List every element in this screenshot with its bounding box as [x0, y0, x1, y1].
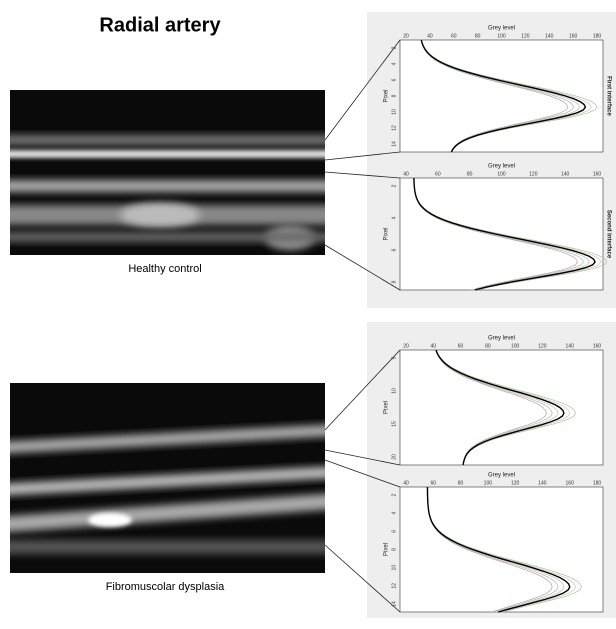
y-tick-label: 12 — [391, 583, 397, 589]
y-tick-label: 10 — [391, 388, 397, 394]
x-tick-label: 140 — [538, 480, 547, 486]
x-tick-label: 80 — [485, 343, 491, 349]
x-tick-label: 140 — [566, 343, 575, 349]
caption: Healthy control — [128, 263, 201, 275]
x-tick-label: 120 — [529, 171, 538, 177]
y-axis-label: Pixel — [384, 401, 390, 414]
x-axis-label: Grey level — [488, 473, 515, 479]
x-tick-label: 100 — [511, 343, 520, 349]
x-tick-label: 40 — [403, 171, 409, 177]
x-tick-label: 80 — [458, 480, 464, 486]
x-tick-label: 60 — [435, 171, 441, 177]
x-tick-label: 40 — [403, 480, 409, 486]
x-tick-label: 160 — [593, 343, 602, 349]
profile-curve — [413, 177, 596, 291]
x-tick-label: 140 — [545, 33, 554, 39]
x-tick-label: 40 — [431, 343, 437, 349]
x-tick-label: 160 — [593, 171, 602, 177]
x-tick-label: 20 — [403, 343, 409, 349]
profile-curve — [420, 39, 587, 153]
y-tick-label: 4 — [391, 512, 397, 515]
y-tick-label: 20 — [391, 454, 397, 460]
x-tick-label: 100 — [497, 33, 506, 39]
x-tick-label: 60 — [431, 480, 437, 486]
plot-area — [399, 349, 604, 466]
y-tick-label: 15 — [391, 421, 397, 427]
profile-curve — [426, 486, 571, 613]
x-tick-label: 120 — [511, 480, 520, 486]
x-tick-label: 160 — [569, 33, 578, 39]
x-axis-label: Grey level — [488, 336, 515, 342]
ultrasound-image — [10, 90, 325, 255]
y-tick-label: 2 — [391, 184, 397, 187]
x-tick-label: 100 — [497, 171, 506, 177]
x-tick-label: 100 — [484, 480, 493, 486]
y-tick-label: 6 — [391, 78, 397, 81]
y-tick-label: 6 — [391, 248, 397, 251]
y-tick-label: 8 — [391, 280, 397, 283]
ultrasound-image — [10, 383, 325, 573]
y-tick-label: 10 — [391, 109, 397, 115]
x-tick-label: 80 — [467, 171, 473, 177]
y-axis-label: Pixel — [384, 89, 390, 102]
y-tick-label: 8 — [391, 94, 397, 97]
y-axis-label: Pixel — [384, 227, 390, 240]
x-tick-label: 120 — [521, 33, 530, 39]
title: Radial artery — [99, 14, 221, 36]
profile-curve — [435, 349, 553, 466]
y-tick-label: 4 — [391, 62, 397, 65]
x-tick-label: 60 — [458, 343, 464, 349]
y-tick-label: 14 — [391, 141, 397, 147]
y-tick-label: 12 — [391, 125, 397, 131]
y-tick-label: 14 — [391, 601, 397, 607]
y-tick-label: 2 — [391, 46, 397, 49]
y-tick-label: 10 — [391, 565, 397, 571]
x-tick-label: 20 — [403, 33, 409, 39]
x-axis-label: Grey level — [488, 164, 515, 170]
x-tick-label: 120 — [538, 343, 547, 349]
connectors — [324, 39, 401, 613]
x-tick-label: 80 — [475, 33, 481, 39]
side-label: Second interface — [605, 210, 611, 259]
y-tick-label: 8 — [391, 548, 397, 551]
profile-curve — [435, 349, 565, 466]
x-tick-label: 140 — [561, 171, 570, 177]
y-axis-label: Pixel — [384, 543, 390, 556]
x-tick-label: 180 — [593, 33, 602, 39]
x-tick-label: 40 — [427, 33, 433, 39]
x-tick-label: 160 — [566, 480, 575, 486]
y-tick-label: 4 — [391, 216, 397, 219]
x-tick-label: 60 — [451, 33, 457, 39]
y-tick-label: 5 — [391, 356, 397, 359]
profile-curve — [435, 349, 547, 466]
side-label: First interface — [605, 76, 611, 116]
caption: Fibromuscolar dysplasia — [106, 581, 225, 593]
x-tick-label: 180 — [593, 480, 602, 486]
y-tick-label: 6 — [391, 530, 397, 533]
profile-curve — [435, 349, 576, 466]
plot-area — [399, 486, 604, 613]
y-tick-label: 2 — [391, 493, 397, 496]
x-axis-label: Grey level — [488, 26, 515, 32]
